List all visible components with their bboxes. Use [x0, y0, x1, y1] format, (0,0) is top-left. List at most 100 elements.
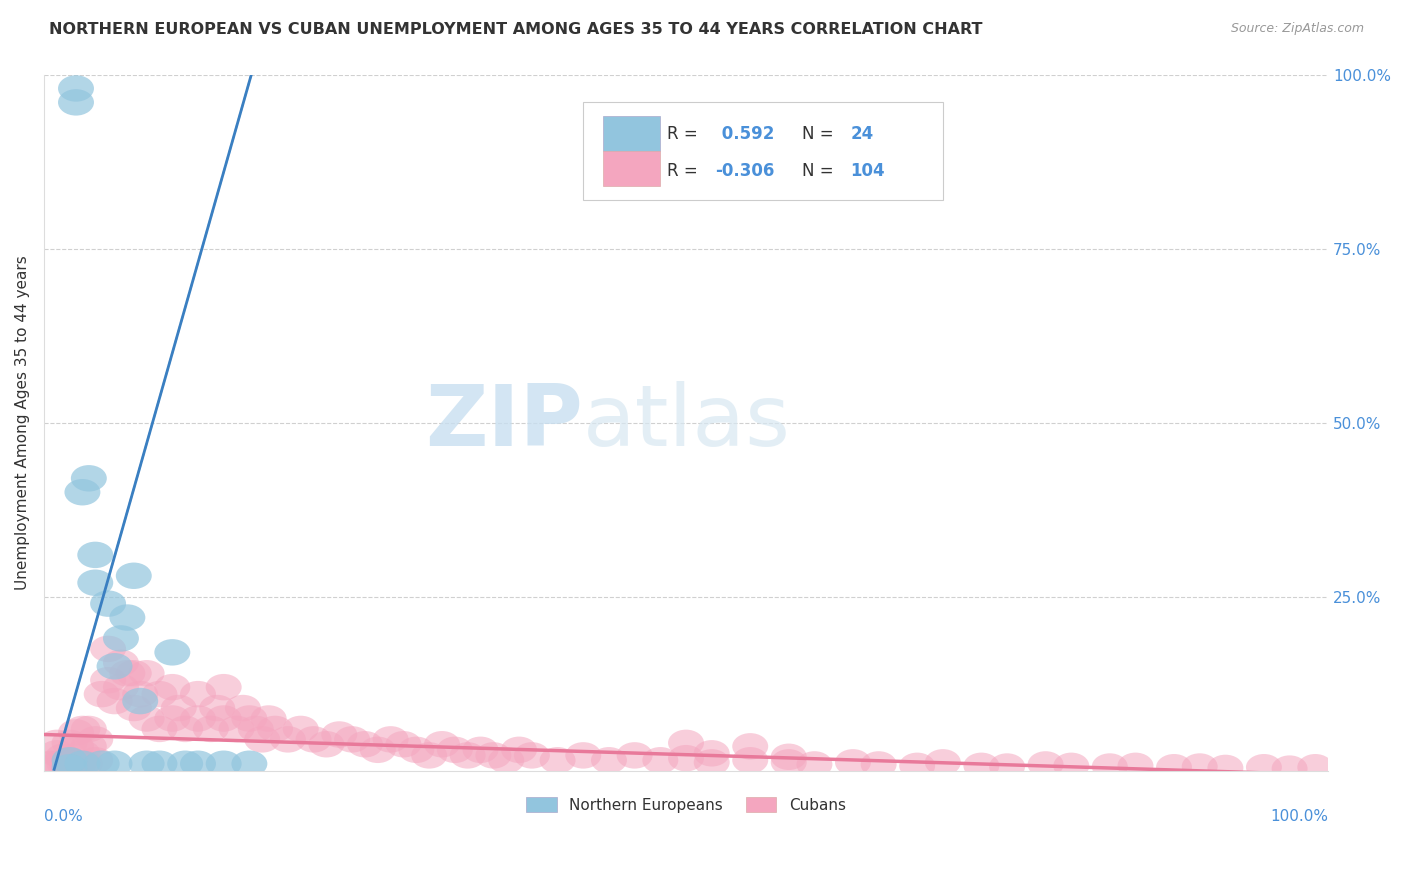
- Ellipse shape: [335, 726, 370, 753]
- Ellipse shape: [160, 695, 197, 722]
- Ellipse shape: [115, 660, 152, 687]
- Ellipse shape: [200, 695, 235, 722]
- Ellipse shape: [501, 737, 537, 763]
- Ellipse shape: [55, 750, 90, 777]
- Ellipse shape: [475, 742, 512, 769]
- Ellipse shape: [205, 706, 242, 731]
- Text: 0.592: 0.592: [716, 125, 773, 143]
- Ellipse shape: [668, 730, 704, 756]
- Ellipse shape: [225, 695, 262, 722]
- Y-axis label: Unemployment Among Ages 35 to 44 years: Unemployment Among Ages 35 to 44 years: [15, 255, 30, 590]
- Ellipse shape: [232, 706, 267, 731]
- Ellipse shape: [129, 660, 165, 687]
- Ellipse shape: [733, 747, 768, 773]
- Ellipse shape: [770, 744, 807, 770]
- Ellipse shape: [1092, 754, 1128, 780]
- FancyBboxPatch shape: [603, 151, 661, 186]
- Ellipse shape: [51, 750, 86, 777]
- Ellipse shape: [97, 688, 132, 714]
- Ellipse shape: [129, 750, 165, 777]
- Ellipse shape: [65, 715, 100, 742]
- Ellipse shape: [97, 653, 132, 680]
- Ellipse shape: [617, 742, 652, 769]
- Ellipse shape: [1208, 755, 1243, 781]
- Ellipse shape: [860, 751, 897, 778]
- Ellipse shape: [540, 747, 575, 773]
- Ellipse shape: [1118, 753, 1153, 779]
- Ellipse shape: [437, 737, 472, 763]
- Ellipse shape: [295, 726, 332, 753]
- Ellipse shape: [155, 640, 190, 665]
- Ellipse shape: [925, 749, 960, 775]
- Ellipse shape: [58, 733, 94, 760]
- Ellipse shape: [257, 715, 292, 742]
- Ellipse shape: [122, 681, 159, 707]
- Ellipse shape: [180, 681, 217, 707]
- Ellipse shape: [103, 625, 139, 652]
- Ellipse shape: [70, 715, 107, 742]
- Ellipse shape: [180, 706, 217, 731]
- Ellipse shape: [77, 541, 114, 568]
- Text: -0.306: -0.306: [716, 161, 775, 179]
- Ellipse shape: [643, 747, 678, 773]
- Ellipse shape: [733, 733, 768, 760]
- Text: atlas: atlas: [583, 381, 792, 464]
- Ellipse shape: [347, 731, 382, 757]
- Ellipse shape: [65, 740, 100, 766]
- Ellipse shape: [142, 681, 177, 707]
- Ellipse shape: [70, 465, 107, 491]
- Text: R =: R =: [666, 125, 703, 143]
- Ellipse shape: [1271, 756, 1308, 782]
- Text: R =: R =: [666, 161, 703, 179]
- Ellipse shape: [39, 730, 75, 756]
- Ellipse shape: [515, 742, 550, 769]
- Ellipse shape: [1298, 754, 1333, 780]
- Ellipse shape: [180, 750, 217, 777]
- Ellipse shape: [565, 742, 602, 769]
- Ellipse shape: [77, 569, 114, 596]
- Text: 100.0%: 100.0%: [1270, 809, 1329, 824]
- Text: 24: 24: [851, 125, 873, 143]
- Ellipse shape: [142, 750, 177, 777]
- Ellipse shape: [283, 715, 319, 742]
- Ellipse shape: [84, 681, 120, 707]
- Ellipse shape: [218, 715, 254, 742]
- Ellipse shape: [488, 747, 524, 773]
- Ellipse shape: [411, 742, 447, 769]
- Ellipse shape: [1053, 753, 1090, 779]
- Ellipse shape: [142, 715, 177, 742]
- Ellipse shape: [205, 674, 242, 700]
- Ellipse shape: [270, 726, 307, 753]
- Ellipse shape: [70, 733, 107, 760]
- Ellipse shape: [97, 750, 132, 777]
- Ellipse shape: [37, 750, 72, 777]
- Ellipse shape: [1246, 754, 1282, 780]
- Ellipse shape: [90, 591, 127, 617]
- Ellipse shape: [39, 740, 75, 766]
- Ellipse shape: [103, 649, 139, 676]
- FancyBboxPatch shape: [583, 103, 943, 200]
- Ellipse shape: [110, 604, 145, 631]
- Ellipse shape: [65, 750, 100, 777]
- Ellipse shape: [308, 731, 344, 757]
- Ellipse shape: [58, 719, 94, 746]
- Ellipse shape: [49, 750, 84, 777]
- Ellipse shape: [155, 674, 190, 700]
- Ellipse shape: [900, 753, 935, 779]
- FancyBboxPatch shape: [603, 116, 661, 151]
- Ellipse shape: [77, 747, 114, 773]
- Ellipse shape: [245, 726, 280, 753]
- Ellipse shape: [46, 750, 83, 777]
- Ellipse shape: [90, 636, 127, 662]
- Ellipse shape: [52, 747, 87, 773]
- Ellipse shape: [463, 737, 499, 763]
- Ellipse shape: [250, 706, 287, 731]
- Text: N =: N =: [801, 125, 838, 143]
- Ellipse shape: [41, 750, 77, 777]
- Ellipse shape: [167, 715, 202, 742]
- Ellipse shape: [591, 747, 627, 773]
- Ellipse shape: [52, 747, 87, 773]
- Ellipse shape: [103, 674, 139, 700]
- Ellipse shape: [385, 731, 422, 757]
- Ellipse shape: [58, 89, 94, 116]
